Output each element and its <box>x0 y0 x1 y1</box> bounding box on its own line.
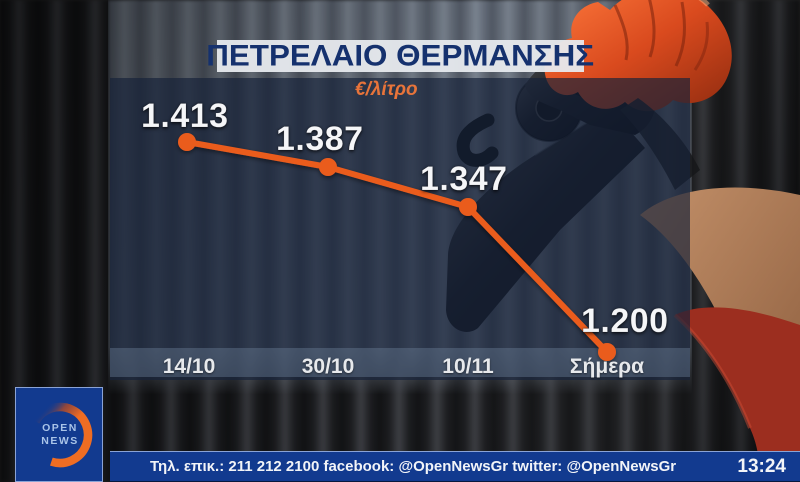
svg-text:OPEN: OPEN <box>42 422 78 434</box>
svg-text:NEWS: NEWS <box>41 435 79 447</box>
